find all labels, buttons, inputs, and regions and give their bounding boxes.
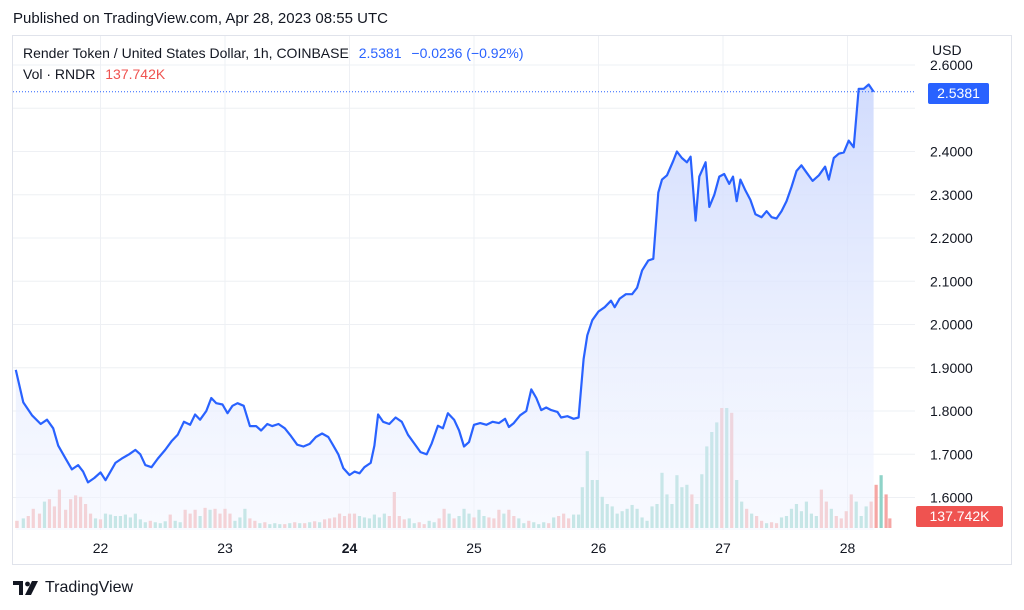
price-tick-2: 1.8000 [930,403,973,419]
tradingview-brand: TradingView [45,579,134,596]
last-price-label: 2.5381 [928,83,989,104]
price-tick-6: 2.2000 [930,230,973,246]
tradingview-logo-icon [13,581,38,595]
legend-volume-label[interactable]: Vol · RNDR [23,66,96,82]
price-tick-5: 2.1000 [930,273,973,289]
time-tick-25: 25 [466,540,482,556]
legend-symbol[interactable]: Render Token / United States Dollar, 1h,… [23,45,349,61]
time-axis[interactable]: 22 23 24 25 26 27 28 [93,540,856,556]
price-axis[interactable]: 1.6000 1.7000 1.8000 1.9000 2.0000 2.1000 2.20… [930,57,973,506]
volume-bar-174 [884,494,888,528]
published-caption: Published on TradingView.com, Apr 28, 20… [13,10,388,27]
price-tick-4: 2.0000 [930,317,973,333]
price-tick-0: 1.6000 [930,490,973,506]
price-tick-8: 2.4000 [930,144,973,160]
legend-volume-value: 137.742K [105,66,166,82]
volume-bar-173 [879,475,883,528]
volume-bar-172 [874,484,878,528]
tradingview-logo[interactable]: TradingView [13,579,133,597]
time-tick-26: 26 [591,540,607,556]
chart-frame [12,35,1012,565]
legend-price: 2.5381 [358,45,402,61]
time-tick-22: 22 [93,540,109,556]
legend-change: −0.0236 (−0.92%) [411,45,524,61]
time-tick-28: 28 [840,540,856,556]
last-volume-label: 137.742K [916,506,1003,527]
price-tick-7: 2.3000 [930,187,973,203]
time-tick-23: 23 [217,540,233,556]
price-tick-1: 1.7000 [930,446,973,462]
legend-volume-row: Vol · RNDR 137.742K [23,66,165,82]
price-line[interactable] [14,83,875,484]
price-tick-3: 1.9000 [930,360,973,376]
currency-label[interactable]: USD [932,42,962,58]
time-tick-24: 24 [342,540,358,556]
price-tick-10: 2.6000 [930,57,973,73]
time-tick-27: 27 [715,540,731,556]
volume-bar-175 [888,518,892,528]
legend-symbol-row: Render Token / United States Dollar, 1h,… [23,45,524,61]
grid-lines [13,36,915,530]
